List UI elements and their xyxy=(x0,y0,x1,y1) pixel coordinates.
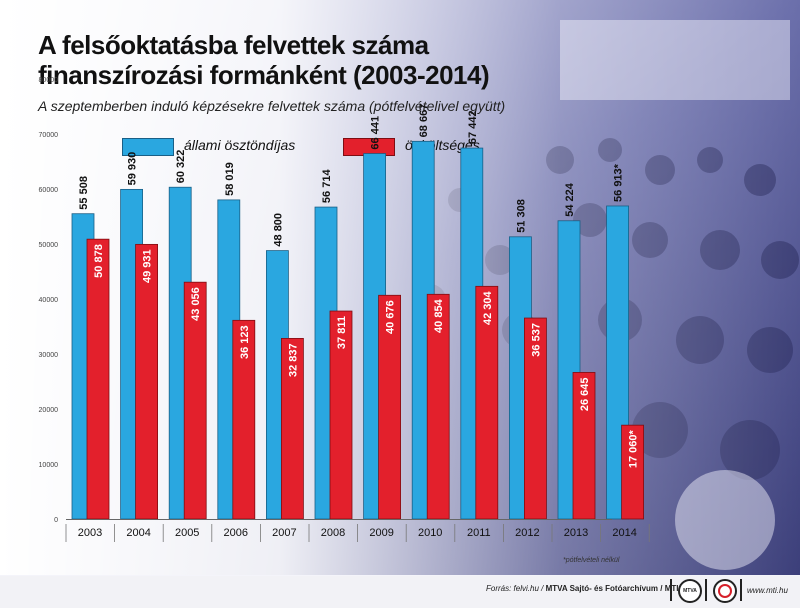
data-label-onkoltseges: 42 304 xyxy=(482,290,494,325)
y-tick-label: 0 xyxy=(54,517,58,524)
footer-separator xyxy=(705,579,707,601)
chart-title-line2: finanszírozási formánként (2003-2014) xyxy=(38,60,490,90)
x-tick-label: 2005 xyxy=(175,527,199,539)
data-label-onkoltseges: 50 878 xyxy=(93,244,105,278)
data-label-onkoltseges: 26 645 xyxy=(579,377,591,411)
data-label-allami: 67 442 xyxy=(467,110,479,144)
data-label-onkoltseges: 40 854 xyxy=(433,298,445,333)
source-org: MTVA Sajtó- és Fotóarchívum / MTI xyxy=(545,584,679,593)
data-label-onkoltseges: 36 123 xyxy=(239,325,251,359)
x-tick-label: 2006 xyxy=(224,527,248,539)
footnote: *pótfelvételi nélkül xyxy=(563,557,620,564)
x-tick-label: 2014 xyxy=(612,527,636,539)
mtva-logo-text: MTVA xyxy=(683,588,697,594)
data-label-onkoltseges: 32 837 xyxy=(287,343,299,377)
data-label-allami: 68 667 xyxy=(418,104,430,138)
x-tick-label: 2007 xyxy=(272,527,296,539)
y-tick-label: 70000 xyxy=(39,132,59,139)
data-label-allami: 60 322 xyxy=(175,150,187,184)
y-tick-label: 30000 xyxy=(39,352,59,359)
x-tick-label: 2009 xyxy=(369,527,393,539)
data-label-allami: 55 508 xyxy=(78,176,90,210)
bar-onkoltseges xyxy=(135,243,159,520)
footer-separator xyxy=(670,579,672,601)
source-prefix: Forrás: felvi.hu / xyxy=(486,584,546,593)
y-tick-label: 40000 xyxy=(39,297,59,304)
data-label-allami: 51 308 xyxy=(515,199,527,233)
x-tick-label: 2004 xyxy=(126,527,150,539)
y-tick-label: 20000 xyxy=(39,407,59,414)
x-tick-label: 2013 xyxy=(564,527,588,539)
x-tick-label: 2008 xyxy=(321,527,345,539)
bar-onkoltseges xyxy=(621,424,644,520)
chart-title: A felsőoktatásba felvettek száma finansz… xyxy=(38,30,490,90)
chart-subtitle: A szeptemberben induló képzésekre felvet… xyxy=(38,98,506,114)
legend-label-allami: állami ösztöndíjas xyxy=(184,137,296,153)
data-label-onkoltseges: 37 811 xyxy=(336,316,348,349)
website-link[interactable]: www.mti.hu xyxy=(747,586,788,595)
data-label-onkoltseges: 43 056 xyxy=(190,287,202,321)
footer-bar xyxy=(0,576,800,608)
y-tick-label: 80000 xyxy=(39,77,59,84)
data-label-allami: 48 800 xyxy=(272,213,284,247)
y-tick-label: 10000 xyxy=(39,462,59,469)
source-credit: Forrás: felvi.hu / MTVA Sajtó- és Fotóar… xyxy=(486,584,678,593)
mti-logo-icon xyxy=(713,579,737,603)
data-label-allami: 66 441 xyxy=(370,116,382,150)
data-label-onkoltseges: 49 931 xyxy=(142,249,154,283)
y-tick-label: 50000 xyxy=(39,242,59,249)
data-label-allami: 59 930 xyxy=(127,152,139,186)
data-label-onkoltseges: 17 060* xyxy=(628,429,640,468)
x-tick-label: 2010 xyxy=(418,527,442,539)
legend-swatch-allami xyxy=(122,138,174,156)
data-label-allami: 58 019 xyxy=(224,162,236,196)
chart-title-line1: A felsőoktatásba felvettek száma xyxy=(38,30,429,60)
x-tick-label: 2011 xyxy=(467,527,491,539)
data-label-allami: 56 714 xyxy=(321,169,333,204)
bar-onkoltseges xyxy=(86,238,110,520)
data-label-allami: 56 913* xyxy=(613,163,625,202)
y-tick-label: 60000 xyxy=(39,187,59,194)
x-tick-label: 2012 xyxy=(515,527,539,539)
data-label-allami: 54 224 xyxy=(564,182,576,217)
footer-separator xyxy=(740,579,742,601)
data-label-onkoltseges: 40 676 xyxy=(385,300,397,334)
mtva-logo: MTVA xyxy=(678,579,702,603)
x-tick-label: 2003 xyxy=(78,527,102,539)
data-label-onkoltseges: 36 537 xyxy=(530,323,542,357)
